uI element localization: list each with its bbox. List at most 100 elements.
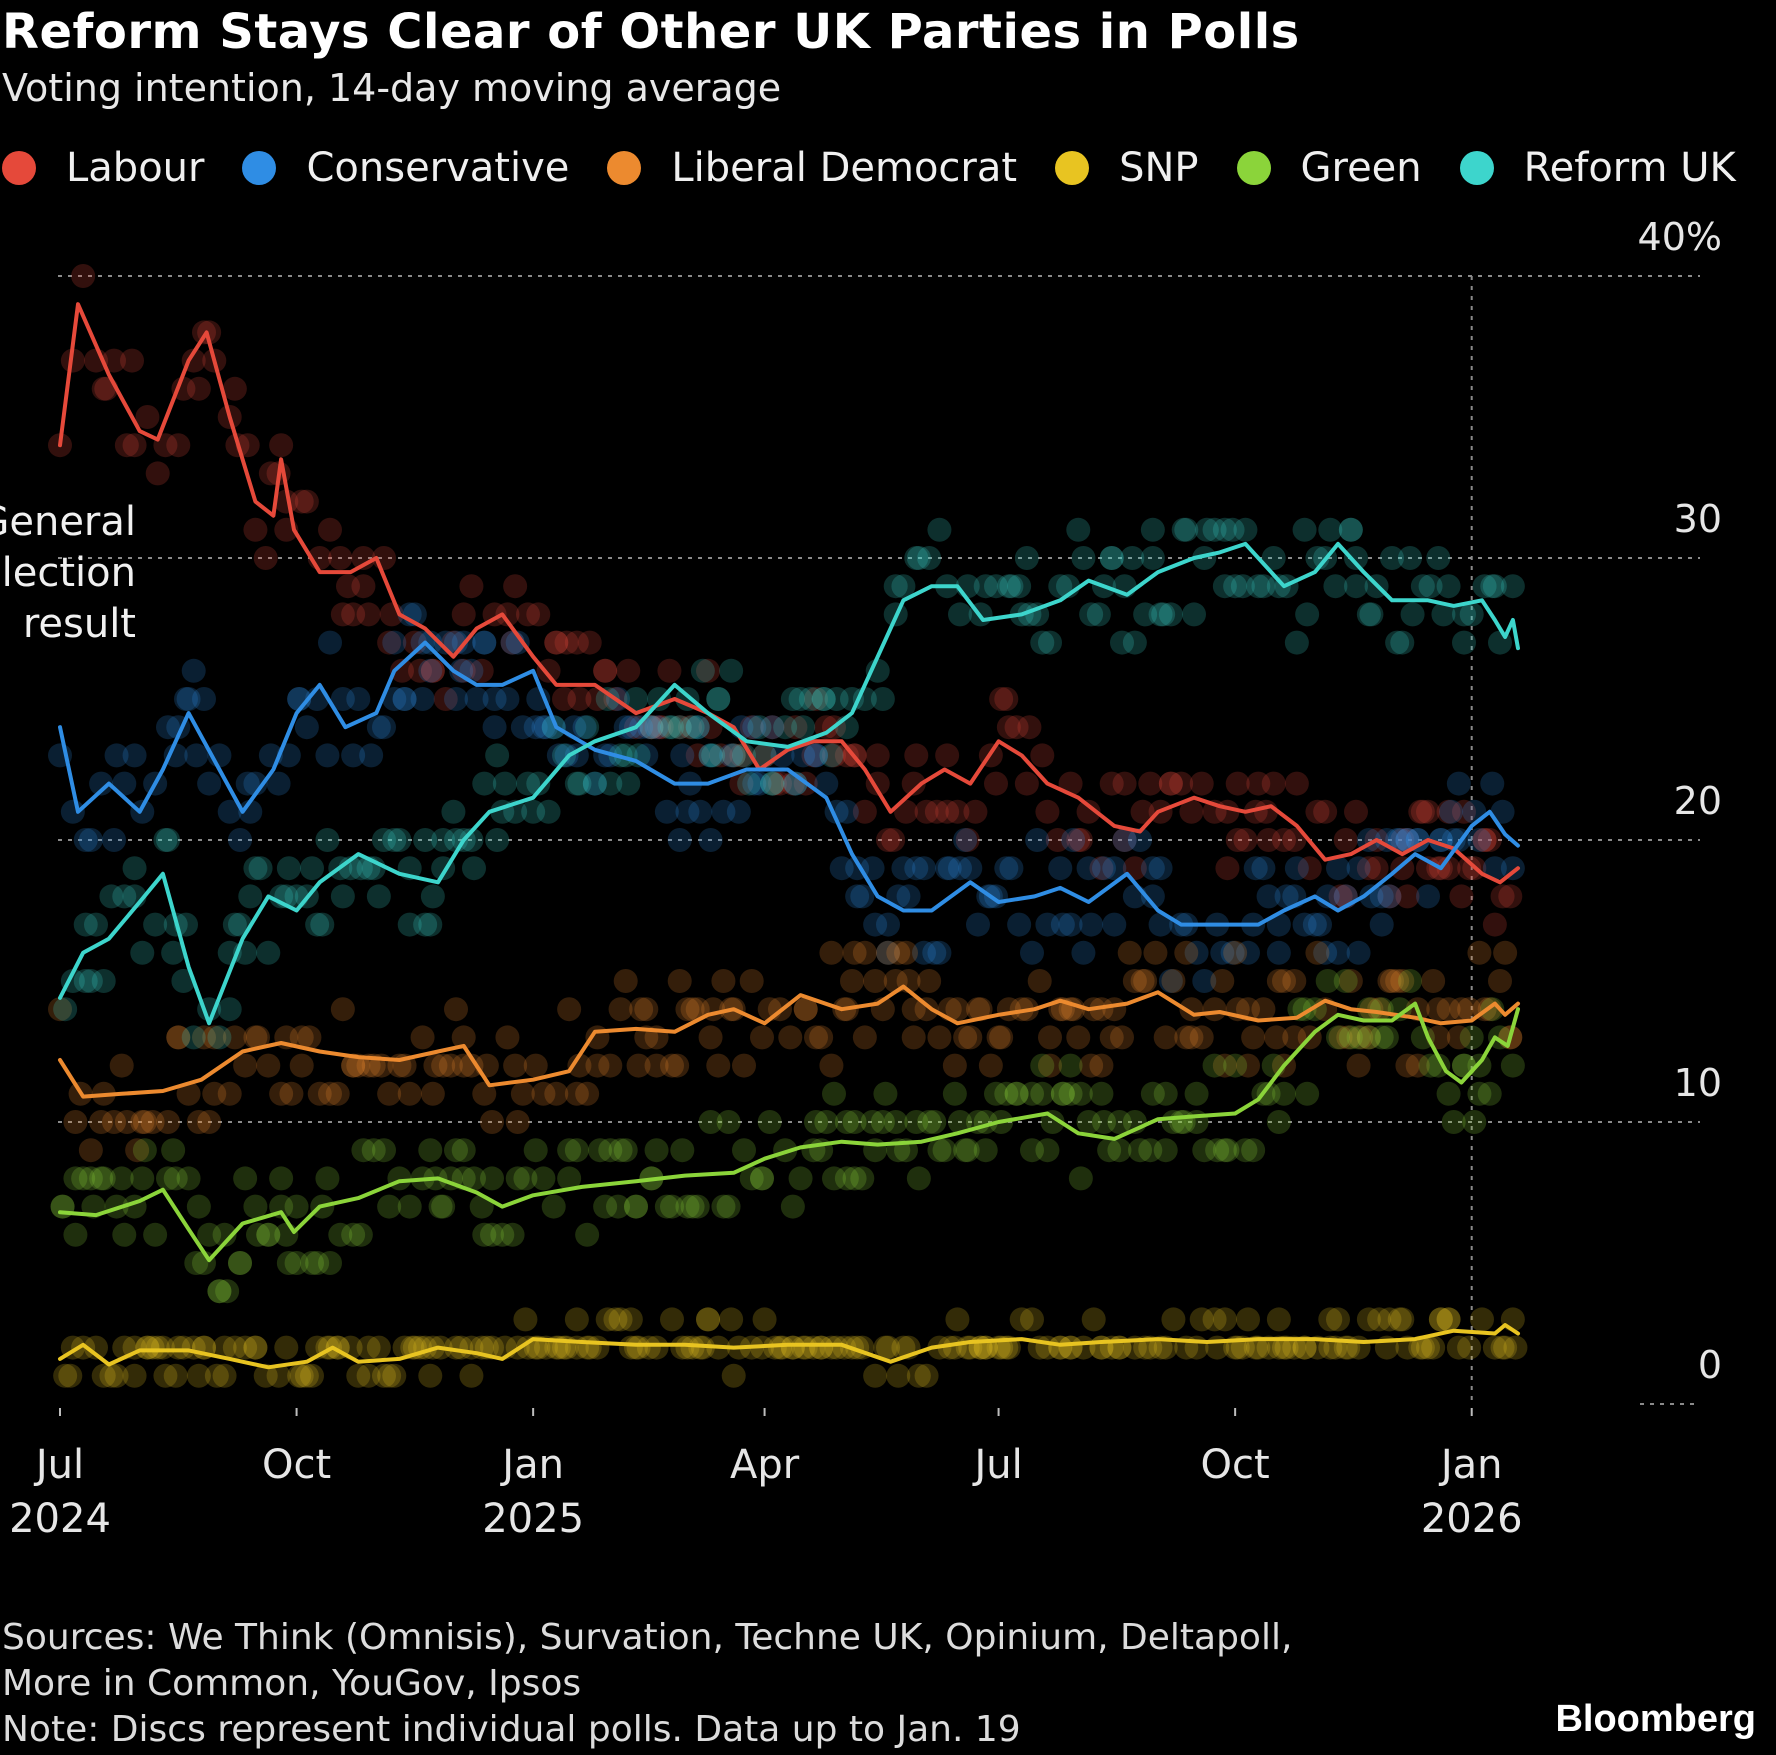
poll-disc xyxy=(822,743,846,768)
poll-disc xyxy=(1418,1053,1443,1078)
poll-disc xyxy=(53,997,78,1022)
poll-disc xyxy=(1272,1335,1296,1360)
poll-disc xyxy=(706,687,731,711)
poll-disc xyxy=(935,799,960,824)
poll-disc xyxy=(1441,1110,1466,1134)
legend-item: Conservative xyxy=(242,145,569,191)
poll-disc xyxy=(1308,912,1332,937)
poll-disc xyxy=(1313,799,1338,824)
poll-disc xyxy=(1395,884,1420,909)
poll-disc xyxy=(171,1335,196,1360)
poll-disc xyxy=(644,1138,669,1163)
poll-disc xyxy=(181,658,206,683)
poll-disc xyxy=(1377,969,1402,993)
poll-disc xyxy=(420,1081,445,1106)
poll-disc xyxy=(341,1222,366,1247)
legend-label: Conservative xyxy=(306,145,570,191)
poll-disc xyxy=(721,1363,746,1388)
poll-disc xyxy=(122,856,147,881)
poll-disc xyxy=(834,1166,859,1191)
poll-disc xyxy=(544,630,569,655)
poll-disc xyxy=(1210,969,1235,993)
poll-disc xyxy=(531,1166,556,1191)
poll-disc xyxy=(536,799,561,824)
poll-disc xyxy=(176,1166,201,1191)
poll-disc xyxy=(122,743,147,768)
poll-disc xyxy=(613,1138,638,1163)
poll-disc xyxy=(341,1053,366,1078)
poll-disc xyxy=(207,1025,232,1050)
poll-disc xyxy=(73,828,98,852)
poll-disc xyxy=(1192,1138,1217,1163)
poll-disc xyxy=(1128,1138,1152,1163)
poll-disc xyxy=(143,912,168,937)
poll-disc xyxy=(1068,1081,1093,1106)
poll-disc xyxy=(526,771,551,796)
poll-disc xyxy=(269,884,294,909)
poll-disc xyxy=(84,1335,108,1360)
poll-disc xyxy=(1482,1335,1507,1360)
series-line xyxy=(58,1001,1520,1263)
poll-disc xyxy=(1038,1025,1062,1050)
poll-disc xyxy=(315,828,340,852)
poll-disc xyxy=(1318,517,1343,542)
legend-label: SNP xyxy=(1119,145,1199,191)
poll-disc xyxy=(783,715,808,740)
poll-disc xyxy=(166,1025,191,1050)
poll-disc xyxy=(71,264,96,288)
poll-disc xyxy=(660,1307,684,1332)
poll-disc xyxy=(156,1110,180,1134)
poll-disc xyxy=(161,940,186,965)
poll-disc xyxy=(572,715,597,740)
poll-disc xyxy=(143,1222,168,1247)
poll-disc xyxy=(608,1307,633,1332)
poll-disc xyxy=(1223,1053,1248,1078)
poll-disc xyxy=(1467,1081,1492,1106)
poll-disc xyxy=(1256,1081,1281,1106)
poll-disc xyxy=(1436,856,1461,881)
poll-disc xyxy=(1292,1335,1317,1360)
poll-disc xyxy=(896,884,921,909)
poll-disc xyxy=(945,1307,970,1332)
x-tick-year-label: 2025 xyxy=(482,1496,584,1542)
poll-disc xyxy=(1421,969,1446,993)
poll-disc xyxy=(876,912,900,937)
poll-disc xyxy=(63,1110,88,1134)
poll-disc xyxy=(639,715,664,740)
poll-disc xyxy=(1086,602,1111,627)
legend-swatch xyxy=(1055,151,1090,185)
poll-disc xyxy=(1066,517,1091,542)
poll-disc xyxy=(1359,602,1384,627)
poll-disc xyxy=(1030,1081,1055,1106)
poll-disc xyxy=(901,1025,926,1050)
poll-disc xyxy=(341,602,366,627)
poll-disc xyxy=(1416,884,1440,909)
poll-disc xyxy=(1092,1110,1116,1134)
poll-disc xyxy=(644,1053,669,1078)
poll-disc xyxy=(1212,1138,1237,1163)
poll-disc xyxy=(410,687,435,711)
poll-disc xyxy=(567,1053,592,1078)
x-axis-ticks: Jul 2024 Oct Jan 2025 Apr Jul Oct Jan 2026 xyxy=(9,1408,1523,1542)
poll-disc xyxy=(1179,799,1204,824)
poll-disc xyxy=(130,1166,155,1191)
poll-disc xyxy=(1212,1307,1237,1332)
poll-disc xyxy=(791,715,816,740)
poll-disc xyxy=(1014,771,1039,796)
poll-disc xyxy=(1148,602,1173,627)
poll-disc xyxy=(451,658,476,683)
poll-disc xyxy=(1233,517,1258,542)
poll-disc xyxy=(1346,1053,1371,1078)
poll-disc xyxy=(819,1335,844,1360)
poll-disc xyxy=(505,630,530,655)
poll-disc xyxy=(626,1335,651,1360)
poll-disc xyxy=(1153,1138,1178,1163)
poll-disc xyxy=(613,969,638,993)
poll-disc xyxy=(444,1138,468,1163)
poll-disc xyxy=(1099,1025,1124,1050)
poll-disc xyxy=(153,828,178,852)
poll-disc xyxy=(1243,856,1268,881)
poll-disc xyxy=(793,1335,818,1360)
poll-disc xyxy=(480,1166,504,1191)
poll-disc xyxy=(1215,1138,1240,1163)
